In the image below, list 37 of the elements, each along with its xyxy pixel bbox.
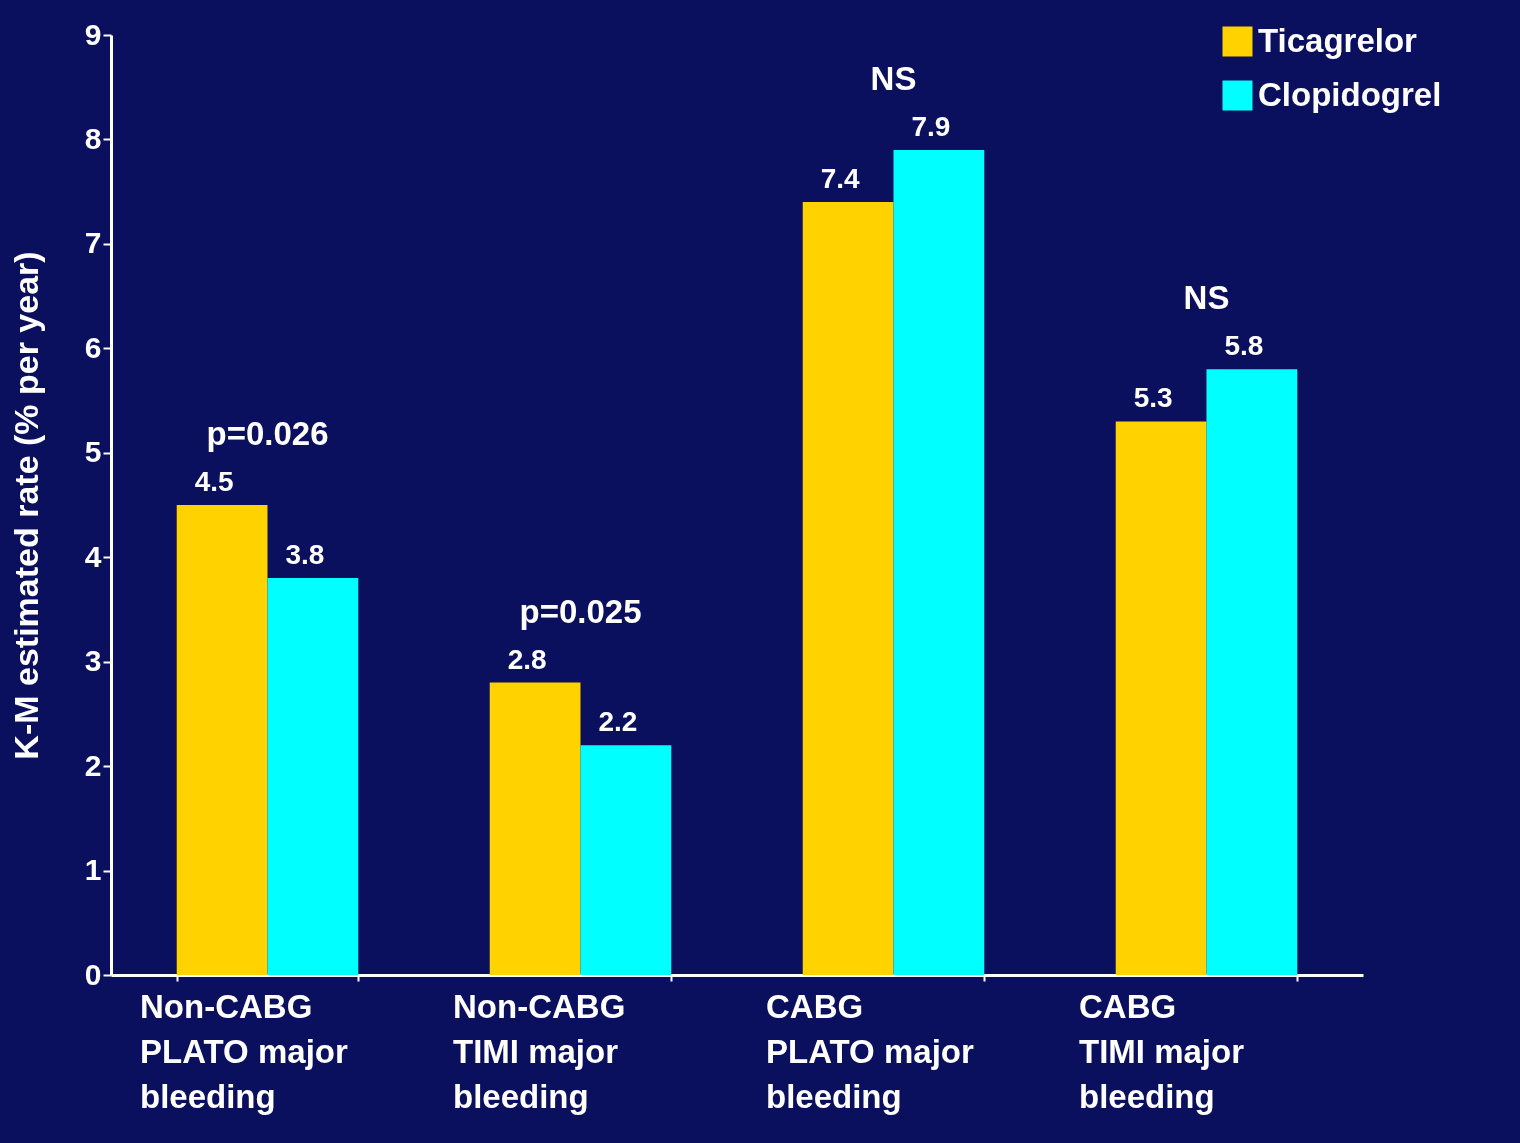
bar — [802, 202, 894, 975]
data-label: 5.3 — [1133, 382, 1173, 414]
data-label: 4.5 — [194, 466, 234, 497]
y-tick-label: 4 — [84, 539, 102, 573]
bar — [489, 682, 581, 975]
y-tick-label: 6 — [84, 330, 102, 364]
bar — [176, 505, 268, 975]
y-tick-label: 0 — [84, 957, 102, 991]
annotation: p=0.025 — [519, 592, 642, 630]
legend-label: Clopidogrel — [1258, 75, 1442, 113]
data-label: 3.8 — [285, 539, 325, 571]
bar — [893, 149, 985, 975]
x-tick-label: CABG PLATO major bleeding — [766, 987, 974, 1115]
data-label: 7.4 — [820, 163, 860, 195]
data-label: 5.8 — [1224, 330, 1264, 362]
annotation: NS — [870, 59, 917, 97]
y-axis-title: K-M estimated rate (% per year) — [6, 251, 45, 760]
legend-label: Ticagrelor — [1258, 21, 1418, 59]
bar — [1115, 421, 1207, 975]
x-tick-label: Non-CABG PLATO major bleeding — [140, 987, 348, 1115]
y-tick-label: 1 — [84, 853, 102, 887]
y-tick-label: 9 — [84, 17, 102, 51]
annotation: NS — [1183, 279, 1230, 317]
data-label: 2.2 — [598, 706, 638, 738]
y-tick-label: 5 — [84, 435, 102, 469]
y-tick-label: 3 — [84, 644, 102, 678]
x-tick-label: CABG TIMI major bleeding — [1079, 987, 1245, 1115]
data-label: 2.8 — [507, 643, 547, 675]
data-label: 7.9 — [911, 110, 951, 142]
bar — [580, 745, 672, 975]
y-tick-label: 7 — [84, 226, 102, 260]
annotation: p=0.026 — [206, 415, 329, 452]
bar — [1206, 369, 1298, 975]
y-tick-label: 8 — [84, 121, 102, 155]
x-tick-label: Non-CABG TIMI major bleeding — [453, 987, 626, 1115]
bar — [267, 578, 359, 975]
y-tick-label: 2 — [84, 748, 102, 782]
